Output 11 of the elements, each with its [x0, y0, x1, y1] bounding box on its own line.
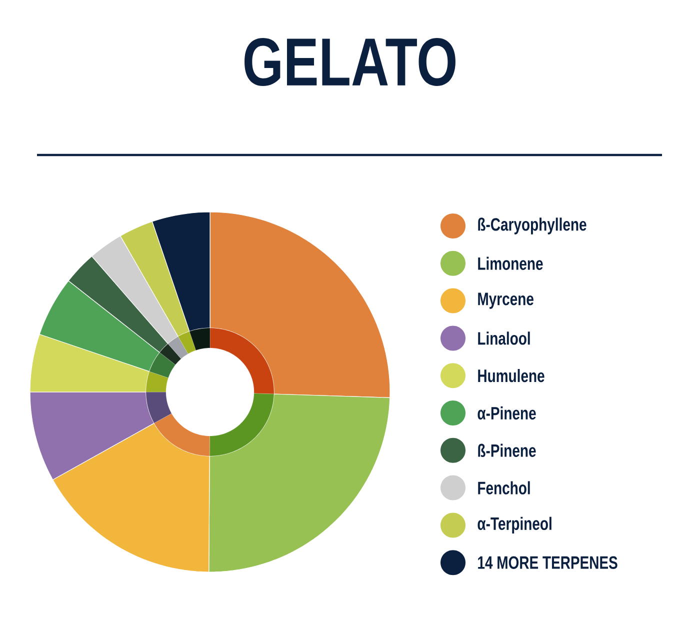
legend-label: Fenchol [478, 481, 530, 494]
legend-label: Humulene [478, 369, 544, 382]
legend-label: α-Pinene [478, 406, 536, 420]
legend-label: Linalool [478, 332, 530, 345]
legend-label: ß-Pinene [478, 444, 536, 457]
legend-label: α-Terpineol [478, 516, 552, 534]
legend-label: Myrcene [478, 292, 534, 309]
legend-label: Limonene [478, 256, 543, 270]
legend-label: 14 MORE TERPENES [478, 556, 618, 569]
legend-label: ß-Caryophyllene [478, 218, 586, 234]
chart-title: GELATO [244, 38, 456, 86]
